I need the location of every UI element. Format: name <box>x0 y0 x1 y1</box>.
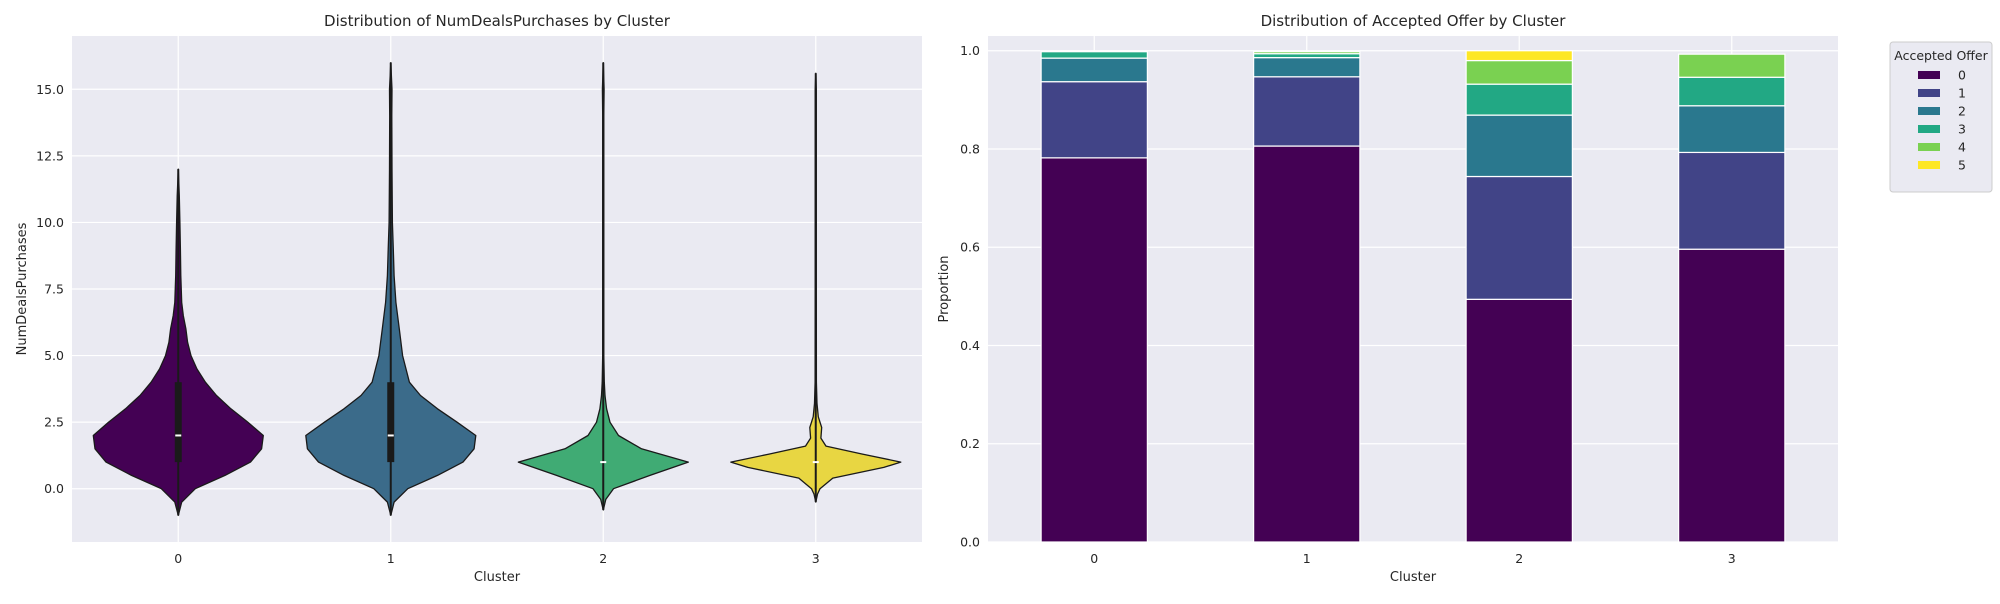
bar-x-ticks: 0 1 2 3 <box>1090 551 1735 566</box>
legend-swatch <box>1918 71 1940 79</box>
bar-segment <box>1465 59 1573 85</box>
violin-y-tick-label: 0.0 <box>44 481 64 496</box>
violin-marks <box>92 61 902 517</box>
legend-label: 4 <box>1958 140 1966 155</box>
bar-y-tick-label: 0.4 <box>960 338 980 353</box>
bar-y-ticks: 0.0 0.2 0.4 0.6 0.8 1.0 <box>960 43 980 549</box>
legend-swatch <box>1918 143 1940 151</box>
bar-segment <box>1040 157 1148 543</box>
violin-y-tick-label: 12.5 <box>36 148 64 163</box>
legend-swatch <box>1918 89 1940 97</box>
bar-x-axis-label: Cluster <box>1390 570 1437 585</box>
legend-items: 0 1 2 3 4 5 <box>1918 68 1966 173</box>
bar-segment <box>1465 50 1573 62</box>
bar-y-tick-label: 0.2 <box>960 436 980 451</box>
bar-segment <box>1253 76 1361 147</box>
legend-label: 5 <box>1958 158 1966 173</box>
bar-segment <box>1253 145 1361 543</box>
bar-segment <box>1465 114 1573 178</box>
violin-y-tick-label: 15.0 <box>36 82 64 97</box>
violin-iqr-box <box>174 382 182 463</box>
bar-segment <box>1040 51 1148 59</box>
legend-label: 1 <box>1958 86 1966 101</box>
violin-iqr-box <box>387 382 395 463</box>
violin-x-tick-label: 0 <box>174 551 182 566</box>
violin-x-ticks: 0 1 2 3 <box>174 551 819 566</box>
legend-label: 0 <box>1958 68 1966 83</box>
legend-swatch <box>1918 161 1940 169</box>
bar-y-axis-label: Proportion <box>937 255 952 322</box>
bar-segment <box>1465 83 1573 116</box>
violin-x-tick-label: 1 <box>387 551 395 566</box>
violin-y-ticks: 0.0 2.5 5.0 7.5 10.0 12.5 15.0 <box>36 82 64 496</box>
bar-segment <box>1678 248 1786 543</box>
violin-y-tick-label: 5.0 <box>44 348 64 363</box>
bar-x-tick-label: 0 <box>1090 551 1098 566</box>
bar-segment <box>1678 76 1786 107</box>
bar-x-tick-label: 2 <box>1515 551 1523 566</box>
violin-x-axis-label: Cluster <box>474 570 521 585</box>
violin-y-axis-label: NumDealsPurchases <box>15 222 30 355</box>
bar-segment <box>1253 57 1361 78</box>
bar-x-tick-label: 1 <box>1303 551 1311 566</box>
violin-x-tick-label: 3 <box>812 551 820 566</box>
legend-box <box>1889 41 1993 193</box>
violin-y-tick-label: 10.0 <box>36 215 64 230</box>
bar-segment <box>1465 175 1573 300</box>
bar-y-tick-label: 0.6 <box>960 240 980 255</box>
legend-swatch <box>1918 125 1940 133</box>
bar-segment <box>1040 57 1148 83</box>
bar-panel: 0.0 0.2 0.4 0.6 0.8 1.0 0 1 2 3 Distribution of … <box>937 12 1838 585</box>
legend-swatch <box>1918 107 1940 115</box>
violin-x-tick-label: 2 <box>599 551 607 566</box>
bar-segment <box>1465 298 1573 543</box>
bar-segment <box>1678 151 1786 250</box>
legend: Accepted Offer 0 1 2 3 4 5 <box>1889 41 1993 193</box>
bar-segment <box>1678 105 1786 154</box>
bar-x-tick-label: 3 <box>1728 551 1736 566</box>
bar-segment <box>1253 51 1361 55</box>
bar-marks <box>1040 50 1786 543</box>
bar-segment <box>1678 53 1786 78</box>
legend-label: 2 <box>1958 104 1966 119</box>
violin-y-tick-label: 2.5 <box>44 415 64 430</box>
violin-y-tick-label: 7.5 <box>44 282 64 297</box>
bar-y-tick-label: 1.0 <box>960 43 980 58</box>
bar-title: Distribution of Accepted Offer by Cluste… <box>1261 12 1567 30</box>
bar-segment <box>1040 81 1148 159</box>
violin-panel: 0.0 2.5 5.0 7.5 10.0 12.5 15.0 0 1 2 3 Distributi… <box>15 12 922 585</box>
legend-title: Accepted Offer <box>1894 48 1988 63</box>
violin-title: Distribution of NumDealsPurchases by Clu… <box>324 12 671 30</box>
bar-y-tick-label: 0.8 <box>960 141 980 156</box>
bar-y-tick-label: 0.0 <box>960 535 980 550</box>
legend-label: 3 <box>1958 122 1966 137</box>
